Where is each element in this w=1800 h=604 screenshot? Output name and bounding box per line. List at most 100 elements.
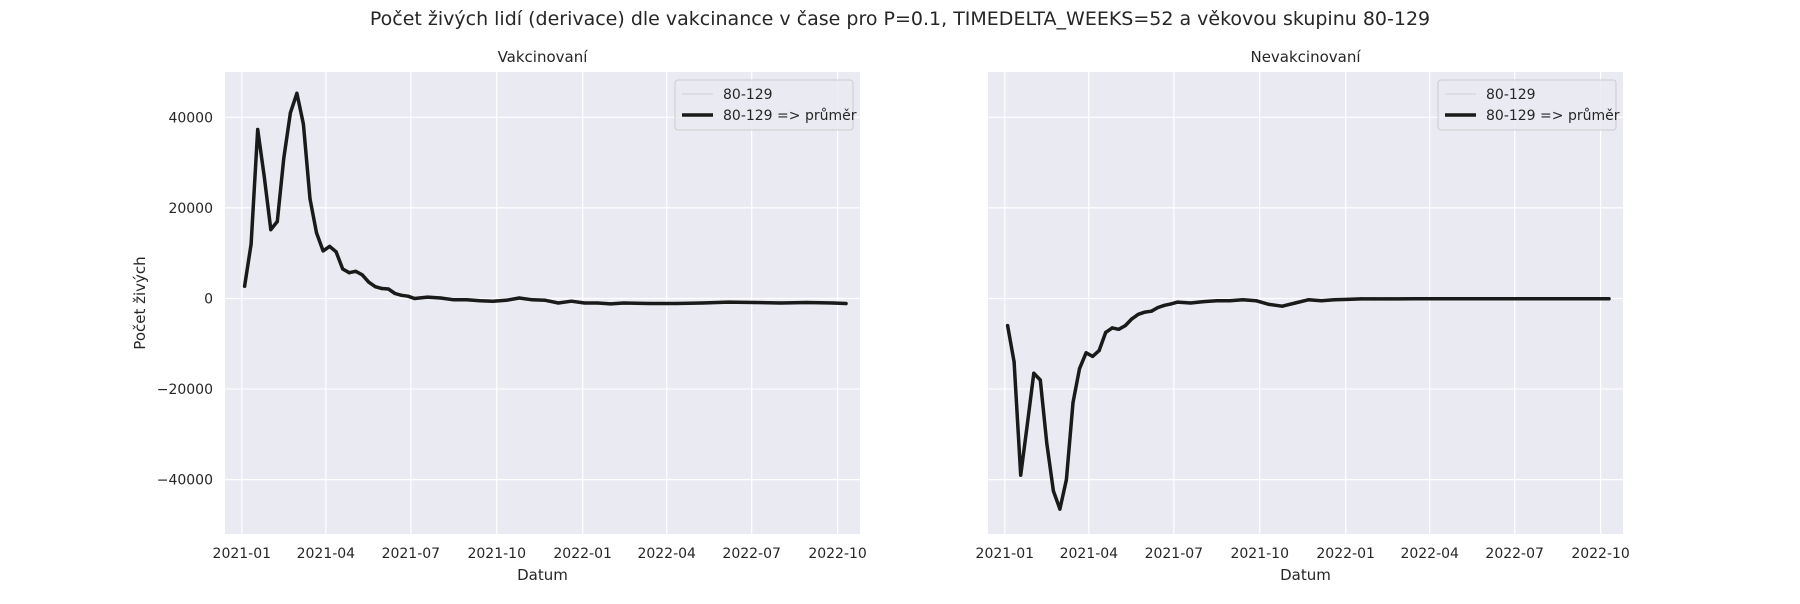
data-point [1568,297,1572,301]
y-tick-label: −20000 [157,382,213,398]
data-point [1594,297,1598,301]
data-point [1058,507,1062,511]
x-tick-label: 2021-01 [213,546,272,562]
data-point [779,301,783,305]
legend-box [674,79,854,131]
data-point [504,298,508,302]
x-tick-label: 2022-10 [808,546,867,562]
data-point [1202,300,1206,304]
data-point [1385,297,1389,301]
data-point [1463,297,1467,301]
data-point [1071,401,1075,405]
data-point [1104,330,1108,334]
y-tick-label: 20000 [168,201,213,217]
x-tick-label: 2021-04 [1060,546,1119,562]
data-point [517,296,521,300]
data-point [478,299,482,303]
data-point [439,296,443,300]
data-point [700,301,704,305]
data-point [301,122,305,126]
data-point [288,111,292,115]
x-tick-label: 2022-04 [1400,546,1459,562]
data-point [1228,299,1232,303]
data-point [609,302,613,306]
data-point [269,228,273,232]
data-point [1542,297,1546,301]
data-point [1176,300,1180,304]
data-point [1306,298,1310,302]
data-point [1025,423,1029,427]
data-point [256,127,260,132]
data-point [1097,349,1101,353]
x-tick-label: 2021-10 [1230,546,1289,562]
data-point [295,91,299,95]
data-point [1515,297,1520,301]
data-point [1117,327,1121,331]
data-point [1372,297,1376,301]
data-point [465,298,469,302]
data-point [1051,489,1055,493]
data-point [1267,302,1271,306]
data-point [1143,310,1147,314]
x-tick-label: 2022-07 [1485,546,1544,562]
data-point [360,273,364,277]
data-point [1241,298,1245,302]
data-point [1064,478,1068,482]
series-line-mean [242,91,848,306]
x-tick-label: 2022-07 [722,546,781,562]
data-point [249,242,253,246]
y-tick-label: −40000 [157,473,213,489]
data-point [1012,360,1016,364]
data-point [321,249,325,253]
data-point [1136,312,1140,316]
subplot-title: Vakcinovaní [498,48,589,66]
data-point [1489,297,1493,301]
data-point [347,271,351,275]
x-tick-label: 2022-01 [553,546,612,562]
data-point [1332,298,1336,302]
x-tick-label: 2022-10 [1571,546,1630,562]
data-point [1006,324,1010,328]
data-point [413,296,417,301]
plot-area [988,72,1623,534]
x-tick-label: 2021-07 [1145,546,1204,562]
data-point [674,301,678,306]
data-point [367,280,371,284]
data-point [1156,305,1160,310]
x-tick-label: 2021-07 [382,546,441,562]
data-point [1254,299,1258,303]
x-tick-label: 2021-04 [297,546,356,562]
data-point [282,156,286,160]
data-point [354,269,358,273]
data-point [1110,326,1114,330]
x-axis-label: Datum [517,566,568,584]
data-point [1162,303,1167,307]
x-tick-label: 2021-01 [976,546,1035,562]
data-point [582,301,587,305]
legend-label-raw: 80-129 [723,87,773,103]
y-tick-label: 40000 [168,110,213,126]
data-point [1169,302,1173,306]
x-axis-label: Datum [1280,566,1331,584]
data-point [380,286,384,291]
data-point [341,267,345,271]
data-point [1359,297,1363,301]
data-point [1437,297,1441,301]
y-axis-label: Počet živých [131,256,149,349]
legend-box [1437,79,1617,131]
x-tick-label: 2021-10 [467,546,526,562]
data-point [491,299,495,303]
data-point [386,287,390,291]
data-point [1149,309,1153,313]
data-point [622,301,626,305]
data-point [406,294,410,298]
data-point [426,295,430,299]
data-point [1130,317,1134,321]
data-point [452,298,456,302]
data-point [1345,297,1350,301]
data-point [308,197,312,201]
series-line-mean [1005,296,1611,511]
x-tick-label: 2022-01 [1316,546,1375,562]
data-point [844,301,848,306]
data-point [393,291,397,296]
